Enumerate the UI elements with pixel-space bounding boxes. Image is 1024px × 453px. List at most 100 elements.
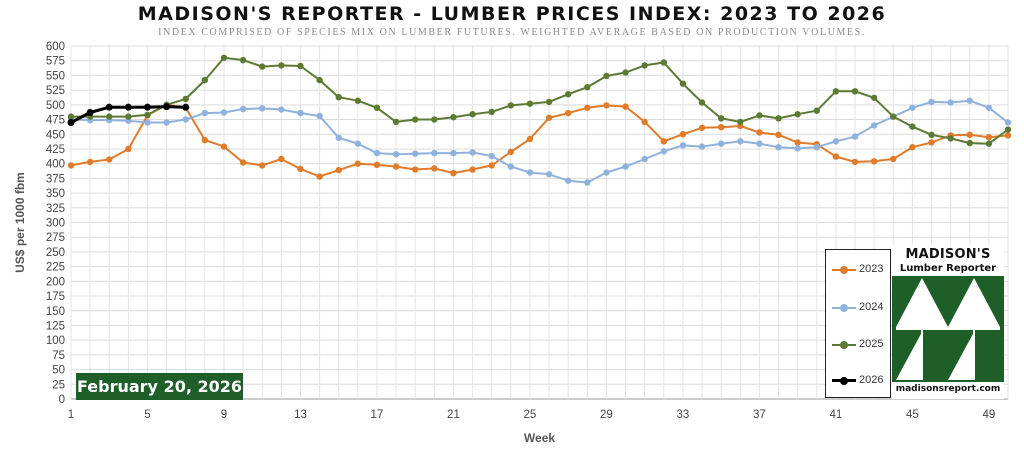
legend-item-2023: 2023: [826, 260, 890, 280]
data-point-2024: [737, 138, 744, 145]
x-tick-label: 5: [144, 409, 150, 421]
data-point-2025: [813, 107, 820, 114]
data-point-2025: [182, 95, 189, 103]
data-point-2023: [278, 155, 285, 163]
data-point-2023: [660, 138, 667, 145]
data-point-2025: [412, 116, 419, 123]
data-point-2025: [1004, 126, 1012, 133]
x-tick-label: 33: [677, 409, 690, 421]
data-point-2023: [450, 169, 457, 177]
data-point-2025: [125, 113, 132, 120]
report-date-badge: February 20, 2026: [76, 373, 243, 400]
y-tick-label: 50: [52, 365, 65, 377]
data-point-2023: [297, 165, 304, 173]
data-point-2024: [717, 140, 725, 147]
data-point-2024: [278, 106, 285, 113]
data-point-2026: [163, 103, 171, 111]
data-point-2024: [966, 97, 973, 104]
data-point-2024: [507, 163, 515, 170]
data-point-2025: [335, 93, 342, 101]
data-point-2025: [870, 94, 878, 101]
y-tick-label: 425: [46, 144, 65, 156]
logo-tree-icon: [892, 276, 1004, 382]
legend-label-2023: 2023: [859, 263, 884, 275]
data-point-2024: [297, 109, 304, 117]
data-point-2024: [775, 143, 782, 151]
data-point-2025: [507, 102, 515, 109]
data-point-2023: [851, 158, 859, 166]
data-point-2023: [1004, 132, 1012, 139]
y-tick-label: 325: [46, 203, 65, 215]
x-tick-label: 37: [753, 409, 766, 421]
data-point-2025: [201, 76, 209, 84]
y-tick-label: 500: [46, 100, 65, 112]
data-point-2023: [832, 153, 840, 160]
legend-label-2025: 2025: [859, 338, 884, 350]
data-point-2025: [239, 56, 247, 64]
data-point-2023: [603, 102, 610, 109]
data-point-2025: [488, 108, 495, 116]
data-point-2025: [106, 113, 113, 120]
y-tick-label: 250: [46, 247, 65, 259]
data-point-2024: [851, 133, 859, 140]
series-line-2023: [70, 103, 1009, 178]
y-tick-label: 200: [46, 276, 65, 288]
data-point-2023: [335, 166, 342, 174]
data-point-2024: [373, 149, 381, 157]
legend-marker-2023: [840, 266, 848, 274]
data-point-2024: [622, 163, 629, 170]
data-point-2023: [86, 158, 94, 166]
data-point-2024: [392, 151, 400, 158]
data-point-2024: [832, 138, 840, 145]
data-point-2024: [1004, 119, 1012, 126]
data-point-2025: [756, 112, 763, 119]
y-tick-label: 0: [59, 394, 65, 406]
data-point-2023: [220, 143, 228, 150]
data-point-2024: [335, 134, 342, 141]
data-point-2023: [507, 148, 515, 156]
data-point-2023: [526, 135, 534, 143]
data-point-2024: [584, 179, 591, 186]
data-point-2023: [622, 103, 629, 110]
data-point-2023: [564, 109, 572, 117]
data-point-2025: [966, 139, 973, 147]
y-tick-label: 125: [46, 320, 65, 332]
y-axis-label: US$ per 1000 fbm: [13, 172, 27, 273]
data-point-2025: [851, 88, 859, 95]
data-point-2024: [985, 104, 993, 111]
data-point-2023: [756, 129, 763, 136]
logo-url: madisonsreport.com: [895, 384, 1001, 394]
y-tick-label: 300: [46, 218, 65, 230]
data-point-2024: [144, 119, 151, 126]
data-point-2024: [870, 122, 878, 129]
data-point-2025: [450, 113, 457, 121]
data-point-2024: [947, 99, 954, 106]
data-point-2023: [584, 104, 591, 111]
y-tick-label: 600: [46, 41, 65, 53]
data-point-2023: [392, 163, 400, 170]
data-point-2024: [545, 171, 553, 178]
madisons-logo: MADISON'S Lumber Reporter madisonsreport…: [892, 245, 1004, 399]
data-point-2024: [259, 105, 266, 112]
data-point-2024: [641, 155, 648, 163]
data-point-2025: [775, 115, 782, 122]
chart-subtitle: INDEX COMPRISED OF SPECIES MIX ON LUMBER…: [158, 27, 866, 38]
data-point-2025: [469, 111, 476, 118]
y-tick-label: 350: [46, 188, 65, 200]
y-tick-label: 400: [46, 159, 65, 171]
y-tick-label: 75: [52, 350, 65, 362]
data-point-2023: [679, 131, 687, 138]
data-point-2023: [201, 136, 209, 144]
data-point-2025: [717, 115, 725, 122]
data-point-2024: [354, 140, 362, 147]
data-point-2025: [679, 80, 687, 87]
data-point-2023: [67, 162, 75, 169]
data-point-2023: [259, 162, 266, 169]
x-axis-label: Week: [524, 431, 555, 445]
data-point-2025: [890, 113, 897, 120]
data-point-2025: [698, 99, 706, 106]
data-point-2024: [488, 152, 495, 160]
data-point-2025: [297, 62, 304, 70]
data-point-2026: [86, 108, 94, 116]
legend-item-2024: 2024: [826, 298, 890, 318]
